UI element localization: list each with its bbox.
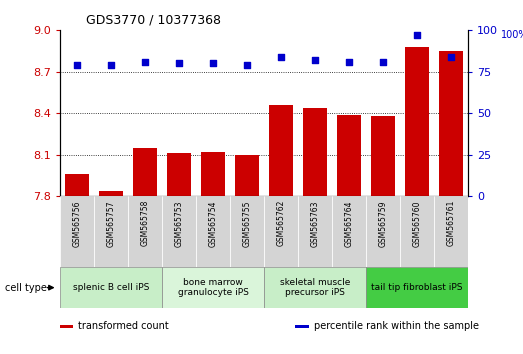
Text: GSM565758: GSM565758: [141, 200, 150, 246]
Text: tail tip fibroblast iPS: tail tip fibroblast iPS: [371, 283, 463, 292]
Bar: [366, 267, 468, 308]
Point: [175, 61, 184, 66]
Text: GSM565764: GSM565764: [345, 200, 354, 246]
Bar: [133, 148, 157, 196]
Text: skeletal muscle
precursor iPS: skeletal muscle precursor iPS: [280, 278, 350, 297]
Text: cell type: cell type: [5, 282, 47, 293]
Bar: [128, 196, 162, 267]
Text: GSM565761: GSM565761: [447, 200, 456, 246]
Bar: [235, 155, 259, 196]
Bar: [99, 191, 123, 196]
Text: GSM565763: GSM565763: [311, 200, 320, 246]
Text: GDS3770 / 10377368: GDS3770 / 10377368: [86, 13, 221, 27]
Bar: [94, 196, 128, 267]
Text: GSM565759: GSM565759: [379, 200, 388, 246]
Point: [277, 54, 286, 59]
Bar: [295, 325, 309, 328]
Text: GSM565756: GSM565756: [73, 200, 82, 246]
Text: GSM565755: GSM565755: [243, 200, 252, 246]
Bar: [60, 267, 162, 308]
Text: 100%: 100%: [501, 30, 523, 40]
Bar: [439, 51, 463, 196]
Bar: [167, 154, 191, 196]
Bar: [264, 196, 298, 267]
Bar: [196, 196, 230, 267]
Point: [209, 61, 218, 66]
Point: [311, 57, 320, 63]
Point: [141, 59, 150, 64]
Bar: [366, 196, 400, 267]
Bar: [264, 267, 366, 308]
Bar: [65, 174, 89, 196]
Text: splenic B cell iPS: splenic B cell iPS: [73, 283, 150, 292]
Point: [73, 62, 82, 68]
Point: [243, 62, 252, 68]
Point: [447, 54, 456, 59]
Text: transformed count: transformed count: [78, 321, 169, 331]
Bar: [332, 196, 366, 267]
Text: GSM565753: GSM565753: [175, 200, 184, 246]
Bar: [60, 196, 94, 267]
Point: [413, 32, 422, 38]
Text: GSM565757: GSM565757: [107, 200, 116, 246]
Text: GSM565760: GSM565760: [413, 200, 422, 246]
Point: [345, 59, 354, 64]
Bar: [371, 116, 395, 196]
Bar: [298, 196, 332, 267]
Bar: [162, 196, 196, 267]
Text: bone marrow
granulocyte iPS: bone marrow granulocyte iPS: [178, 278, 248, 297]
Bar: [230, 196, 264, 267]
Bar: [405, 47, 429, 196]
Bar: [337, 115, 361, 196]
Bar: [400, 196, 434, 267]
Bar: [303, 108, 327, 196]
Bar: [269, 105, 293, 196]
Text: GSM565762: GSM565762: [277, 200, 286, 246]
Bar: [201, 152, 225, 196]
Text: percentile rank within the sample: percentile rank within the sample: [314, 321, 479, 331]
Bar: [60, 325, 73, 328]
Point: [379, 59, 388, 64]
Bar: [434, 196, 468, 267]
Text: GSM565754: GSM565754: [209, 200, 218, 246]
Bar: [162, 267, 264, 308]
Point: [107, 62, 116, 68]
